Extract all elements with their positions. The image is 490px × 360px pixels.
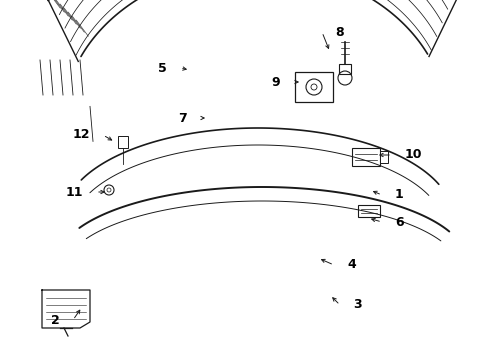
Bar	[380, 151, 388, 163]
Text: 9: 9	[271, 76, 280, 89]
Bar	[358, 205, 380, 217]
Text: 6: 6	[395, 216, 404, 229]
Bar	[118, 136, 128, 148]
Text: 12: 12	[73, 129, 90, 141]
Text: 5: 5	[158, 62, 167, 75]
Text: 8: 8	[335, 26, 343, 39]
Text: 10: 10	[405, 148, 422, 162]
Text: 3: 3	[353, 298, 362, 311]
Bar	[339, 64, 351, 74]
Text: 1: 1	[395, 189, 404, 202]
Bar	[295, 72, 333, 102]
Text: 11: 11	[66, 185, 83, 198]
Text: 7: 7	[178, 112, 187, 125]
Bar	[352, 148, 380, 166]
Text: 2: 2	[51, 314, 60, 327]
Text: 4: 4	[347, 258, 356, 271]
